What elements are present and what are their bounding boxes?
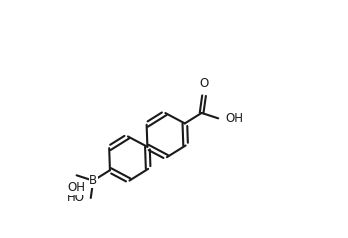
Text: B: B — [89, 174, 97, 187]
Text: O: O — [199, 77, 209, 90]
Text: OH: OH — [226, 112, 244, 125]
Text: OH: OH — [68, 181, 86, 194]
Text: HO: HO — [67, 191, 85, 204]
